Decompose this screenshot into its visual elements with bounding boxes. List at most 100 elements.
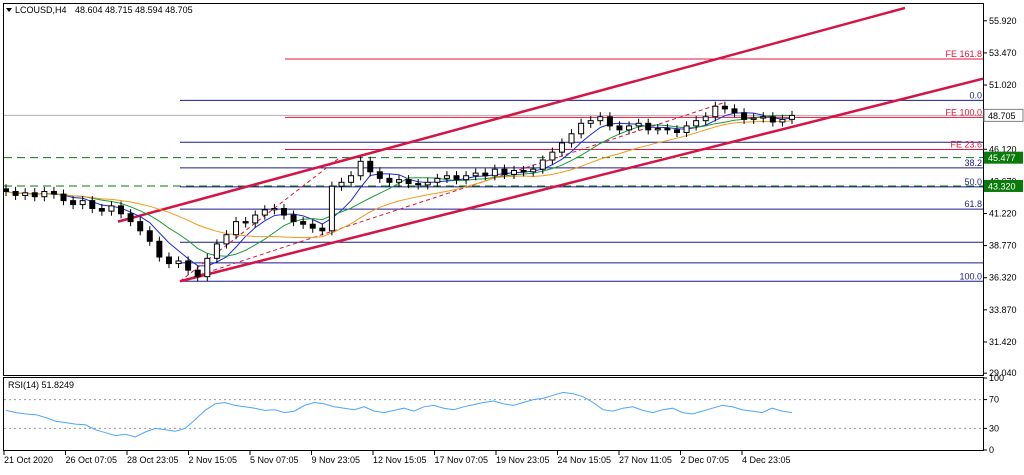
channel-layer <box>117 6 984 283</box>
fib-level-label: 61.8 <box>964 199 982 209</box>
candle-body <box>300 221 307 225</box>
price-axis[interactable]: 55.92053.47051.02048.57046.12043.67041.2… <box>983 16 1024 378</box>
time-tick-label: 19 Nov 23:05 <box>496 455 550 465</box>
level-price-badge-label: 43.320 <box>988 181 1016 191</box>
time-axis[interactable]: 21 Oct 2020 26 Oct 07:05 28 Oct 23:05 2 Nov… <box>3 450 791 465</box>
candle-body <box>702 116 709 122</box>
chart-header: LCOUSD,H4 48.604 48.715 48.594 48.705 <box>6 5 193 15</box>
time-tick-label: 9 Nov 23:05 <box>312 455 361 465</box>
candle-body <box>60 193 67 202</box>
current-price-badge <box>983 108 1024 122</box>
candle-body <box>213 243 220 259</box>
fib-extension-label: FE 100.0 <box>945 107 982 117</box>
candle-body <box>501 168 508 175</box>
collapse-triangle-icon[interactable] <box>6 8 12 12</box>
fib-trend-line <box>179 101 726 282</box>
candle-body <box>108 205 115 212</box>
price-tick-label: 33.870 <box>989 305 1017 315</box>
candle-body <box>415 183 422 186</box>
candle-body <box>463 175 470 181</box>
time-tick-label: 12 Nov 15:05 <box>373 455 427 465</box>
time-tick-label: 24 Nov 15:05 <box>558 455 612 465</box>
candle-body <box>482 172 489 177</box>
channel-upper-line <box>117 6 906 223</box>
price-tick-label: 31.420 <box>989 337 1017 347</box>
candle-body <box>367 160 374 173</box>
candle-body <box>635 122 642 127</box>
price-tick-label: 53.470 <box>989 48 1017 58</box>
price-tick-label: 55.920 <box>989 16 1017 26</box>
candle-body <box>424 181 431 186</box>
ma-slow-line <box>5 120 793 239</box>
fib-level-label: 100.0 <box>959 271 982 281</box>
candle-body <box>242 221 249 224</box>
ohlc-values: 48.604 48.715 48.594 48.705 <box>75 5 193 15</box>
candle-body <box>3 188 9 192</box>
candle-body <box>712 105 719 118</box>
time-tick-label: 2 Nov 15:05 <box>189 455 238 465</box>
price-tick-label: 29.040 <box>989 368 1017 378</box>
candle-body <box>741 112 748 120</box>
candle-body <box>376 171 383 179</box>
candle-body <box>70 200 77 206</box>
rsi-tick-label: 100 <box>989 373 1004 383</box>
candle-body <box>338 181 345 187</box>
time-tick-label: 26 Oct 07:05 <box>66 455 118 465</box>
rsi-tick-label: 30 <box>989 423 999 433</box>
time-tick-label: 2 Dec 07:05 <box>681 455 730 465</box>
candle-body <box>587 120 594 124</box>
candle-body <box>511 169 518 175</box>
rsi-header-label: RSI(14) 51.8249 <box>8 380 74 390</box>
candle-body <box>280 208 287 216</box>
candle-body <box>386 177 393 183</box>
candle-body <box>290 214 297 223</box>
candle-body <box>597 116 604 122</box>
candle-body <box>750 117 757 120</box>
level-price-badge <box>984 151 1023 164</box>
candle-body <box>731 108 738 114</box>
candle-body <box>22 192 29 196</box>
candle-body <box>779 118 786 123</box>
candle-body <box>539 159 546 170</box>
candle-body <box>194 269 201 278</box>
candle-body <box>664 128 671 131</box>
candle-body <box>127 213 134 223</box>
ma-fast-line <box>5 112 793 267</box>
candle-body <box>261 209 268 216</box>
candle-body <box>89 200 96 210</box>
candle-body <box>453 175 460 181</box>
candle-body <box>683 125 690 133</box>
candle-body <box>654 128 661 131</box>
candle-body <box>558 142 565 153</box>
candle-body <box>252 214 259 224</box>
candle-body <box>405 179 412 185</box>
candle-body <box>357 160 364 177</box>
level-price-badge-label: 45.477 <box>988 153 1016 163</box>
rsi-indicator[interactable]: 100 70 30 0 <box>4 373 1004 455</box>
rsi-tick-label: 0 <box>989 445 994 455</box>
candle-body <box>491 168 498 177</box>
current-price-badge-label: 48.705 <box>988 111 1016 121</box>
time-tick-label: 27 Nov 11:05 <box>619 455 672 465</box>
candle-body <box>31 192 38 198</box>
candle-body <box>118 205 125 215</box>
candle-body <box>319 227 326 232</box>
price-tick-label: 38.770 <box>989 241 1017 251</box>
time-tick-label: 17 Nov 07:05 <box>435 455 489 465</box>
candle-body <box>396 179 402 183</box>
candle-body <box>204 257 211 278</box>
fib-extension-label: FE 23.6 <box>950 140 982 150</box>
candle-body <box>50 190 57 195</box>
candle-body <box>271 208 278 211</box>
candle-body <box>137 221 144 232</box>
time-tick-label: 4 Dec 23:05 <box>742 455 791 465</box>
candle-body <box>645 122 652 131</box>
candle-body <box>41 190 48 198</box>
level-labels-layer: 0.0 38.2 50.0 61.8 100.0 FE 161.8 FE 100.0 FE 2… <box>945 49 982 281</box>
candle-body <box>146 230 153 242</box>
fib-level-label: 50.0 <box>964 177 982 187</box>
candle-body <box>79 200 86 206</box>
